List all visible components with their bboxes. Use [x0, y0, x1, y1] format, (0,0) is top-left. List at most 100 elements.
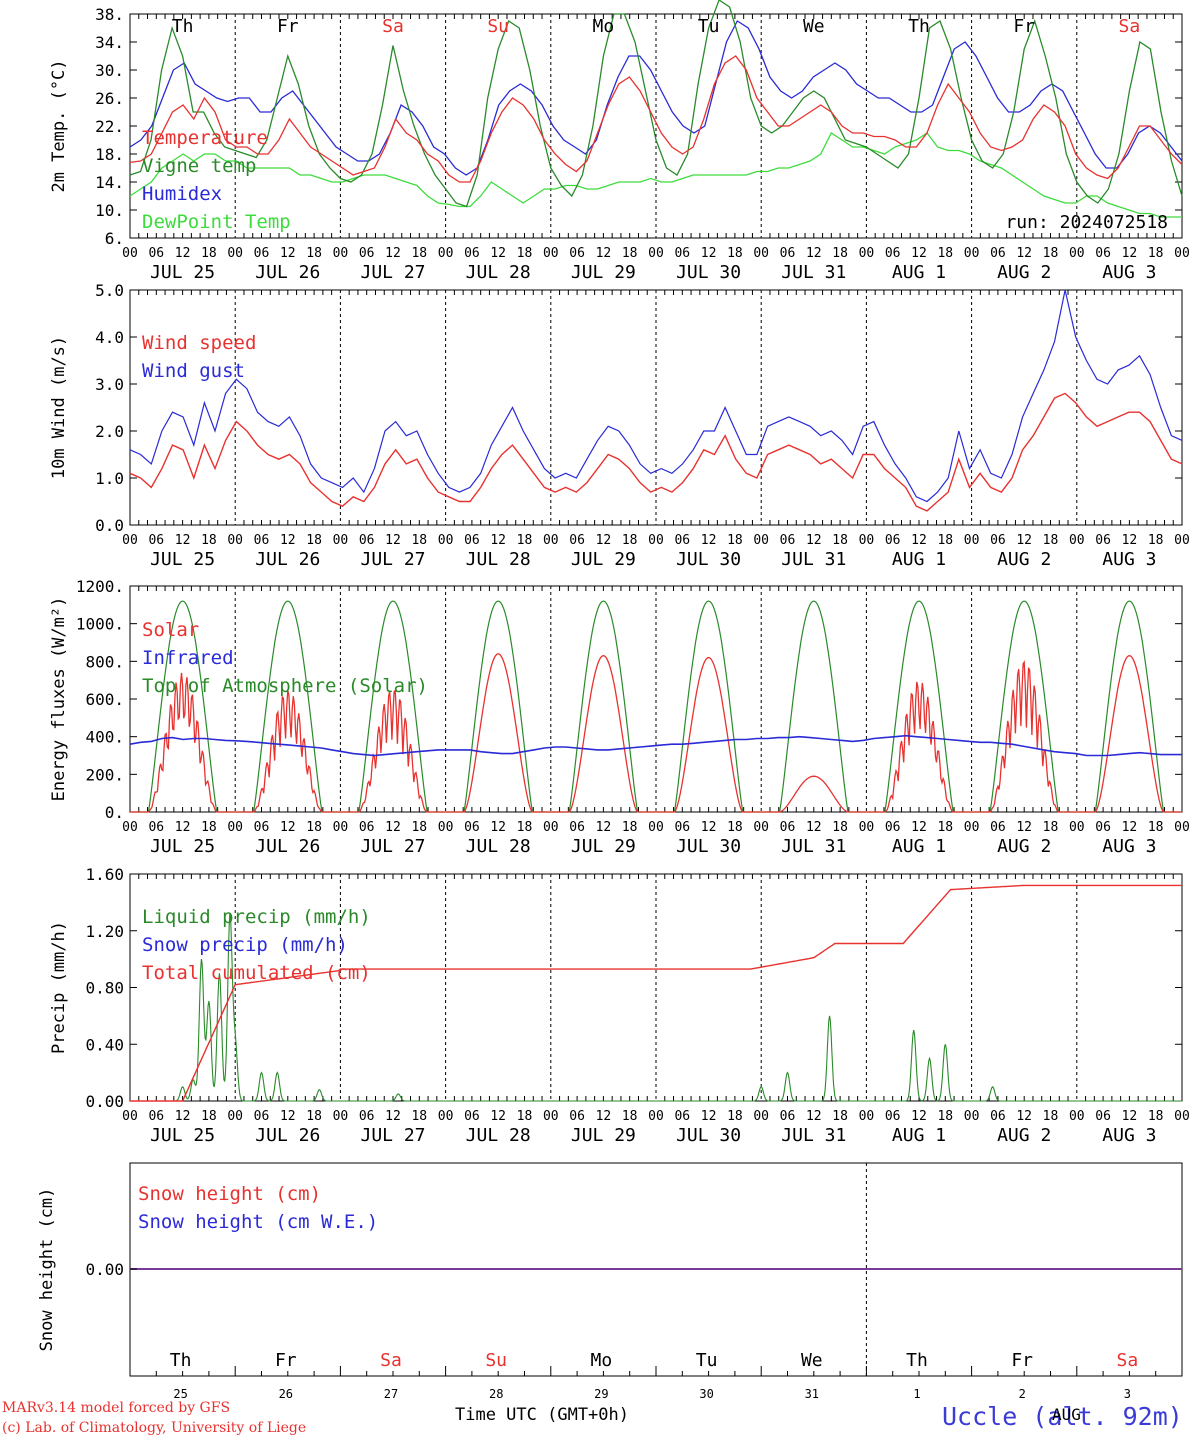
legend-entry-1: Temperature [142, 127, 268, 149]
date-label-2: JUL 26 [255, 549, 320, 570]
hour-tick-label: 00 [753, 820, 769, 835]
hour-tick-label: 18 [1148, 246, 1164, 261]
hour-tick-label: 06 [254, 1109, 270, 1124]
y-tick-label-4: 1.60 [85, 865, 124, 884]
model-credit: MARv3.14 model forced by GFS [2, 1400, 231, 1416]
hour-tick-label: 12 [701, 533, 717, 548]
y-axis-label-1: 2m Temp. (°C) [49, 59, 69, 192]
hour-tick-label: 00 [648, 246, 664, 261]
hour-tick-label: 00 [333, 820, 349, 835]
hour-tick-label: 06 [359, 820, 375, 835]
date-label-4: JUL 28 [466, 1125, 531, 1146]
hour-tick-label: 06 [1095, 820, 1111, 835]
y-tick-label-2: 4.0 [95, 328, 124, 347]
date-label-1: JUL 27 [360, 262, 425, 283]
hour-tick-label: 18 [517, 1109, 533, 1124]
day-number-label: 26 [279, 1387, 293, 1401]
legend-entry-4: Liquid precip (mm/h) [142, 906, 371, 928]
date-label-3: JUL 30 [676, 836, 741, 857]
day-number-label: 31 [805, 1387, 819, 1401]
day-name-bottom: Sa [1117, 1350, 1139, 1371]
hour-tick-label: 00 [753, 246, 769, 261]
date-label-4: JUL 29 [571, 1125, 636, 1146]
date-label-2: JUL 31 [781, 549, 846, 570]
date-label-4: JUL 30 [676, 1125, 741, 1146]
hour-tick-label: 00 [964, 820, 980, 835]
hour-tick-label: 06 [990, 246, 1006, 261]
date-label-3: JUL 29 [571, 836, 636, 857]
date-label-2: JUL 27 [360, 549, 425, 570]
hour-tick-label: 00 [648, 820, 664, 835]
day-number-label: 1 [913, 1387, 920, 1401]
hour-tick-label: 06 [359, 1109, 375, 1124]
hour-tick-label: 12 [1016, 1109, 1032, 1124]
hour-tick-label: 12 [490, 246, 506, 261]
series-total-cumulated [130, 884, 1182, 1102]
day-number-label: 29 [594, 1387, 608, 1401]
hour-tick-label: 12 [1122, 246, 1138, 261]
date-label-4: JUL 26 [255, 1125, 320, 1146]
hour-tick-label: 18 [1043, 246, 1059, 261]
hour-tick-label: 00 [438, 533, 454, 548]
y-tick-label-2: 5.0 [95, 281, 124, 300]
hour-tick-label: 18 [201, 820, 217, 835]
hour-tick-label: 00 [438, 820, 454, 835]
hour-tick-label: 00 [1069, 246, 1085, 261]
date-label-1: JUL 25 [150, 262, 215, 283]
legend-entry-4: Total cumulated (cm) [142, 962, 371, 984]
hour-tick-label: 00 [648, 533, 664, 548]
y-tick-label-4: 0.00 [85, 1092, 124, 1111]
date-label-1: JUL 28 [466, 262, 531, 283]
date-label-3: AUG 1 [892, 836, 946, 857]
date-label-2: AUG 2 [997, 549, 1051, 570]
hour-tick-label: 06 [569, 1109, 585, 1124]
month-label: AUG [1052, 1405, 1081, 1424]
hour-tick-label: 06 [569, 533, 585, 548]
legend-entry-2: Wind speed [142, 332, 256, 354]
hour-tick-label: 00 [227, 246, 243, 261]
hour-tick-label: 12 [175, 1109, 191, 1124]
y-axis-label-3: Energy fluxes (W/m²) [49, 597, 69, 802]
hour-tick-label: 18 [622, 1109, 638, 1124]
hour-tick-label: 06 [569, 246, 585, 261]
day-name-label: Th [172, 16, 194, 37]
hour-tick-label: 12 [1016, 533, 1032, 548]
hour-tick-label: 00 [1069, 820, 1085, 835]
hour-tick-label: 18 [622, 820, 638, 835]
series-vigne-temp [129, 0, 1183, 208]
hour-tick-label: 06 [254, 820, 270, 835]
hour-tick-label: 06 [780, 533, 796, 548]
day-name-label: We [803, 16, 825, 37]
hour-tick-label: 06 [780, 820, 796, 835]
series-liquid-precip [130, 912, 1182, 1102]
hour-tick-label: 06 [674, 1109, 690, 1124]
hour-tick-label: 18 [411, 820, 427, 835]
y-tick-label-3: 600. [85, 690, 124, 709]
run-label: run: 2024072518 [1005, 212, 1168, 233]
hour-tick-label: 00 [227, 1109, 243, 1124]
date-label-2: JUL 29 [571, 549, 636, 570]
legend-entry-1: DewPoint Temp [142, 211, 291, 233]
y-tick-label-1: 26. [95, 89, 124, 108]
hour-tick-label: 18 [832, 533, 848, 548]
legend-entry-4: Snow precip (mm/h) [142, 934, 348, 956]
hour-tick-label: 12 [1122, 533, 1138, 548]
date-label-4: AUG 2 [997, 1125, 1051, 1146]
hour-tick-label: 06 [674, 533, 690, 548]
day-name-bottom: Mo [591, 1350, 613, 1371]
y-tick-label-2: 1.0 [95, 469, 124, 488]
legend-entry-3: Infrared [142, 647, 234, 669]
hour-tick-label: 00 [438, 246, 454, 261]
hour-tick-label: 06 [464, 246, 480, 261]
time-axis-label: Time UTC (GMT+0h) [455, 1405, 629, 1425]
hour-tick-label: 18 [1043, 820, 1059, 835]
hour-tick-label: 06 [148, 533, 164, 548]
y-tick-label-1: 10. [95, 201, 124, 220]
series-infrared [129, 734, 1182, 757]
date-label-3: JUL 28 [466, 836, 531, 857]
date-label-3: AUG 3 [1102, 836, 1156, 857]
hour-tick-label: 12 [1122, 820, 1138, 835]
hour-tick-label: 18 [832, 1109, 848, 1124]
day-name-label: Tu [698, 16, 720, 37]
day-number-label: 30 [699, 1387, 713, 1401]
